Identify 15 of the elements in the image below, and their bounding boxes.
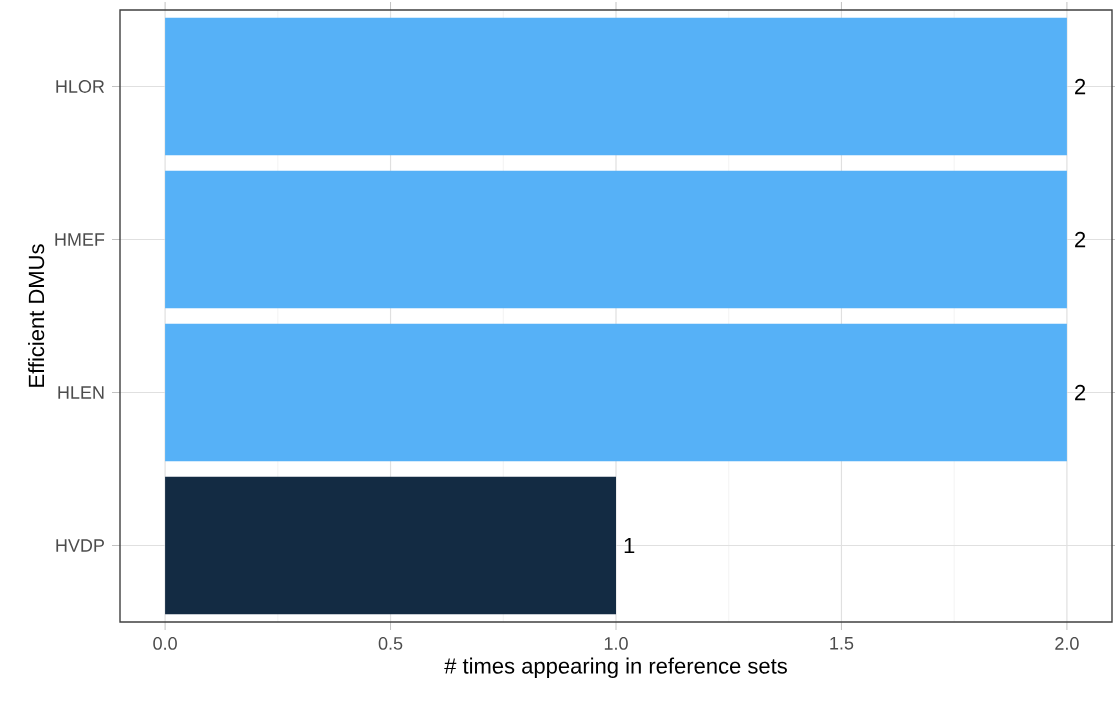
- y-tick-label: HMEF: [55, 233, 105, 246]
- x-tick-label: 1.5: [830, 637, 854, 650]
- x-axis-title: # times appearing in reference sets: [444, 657, 787, 679]
- x-tick-label: 0.0: [153, 637, 177, 650]
- data-label: 2: [1075, 384, 1086, 401]
- y-tick-label: HVDP: [56, 539, 104, 552]
- data-label: 2: [1075, 78, 1086, 95]
- data-label: 2: [1075, 231, 1086, 248]
- y-tick-label: HLOR: [56, 80, 105, 93]
- x-tick-label: 2.0: [1055, 637, 1079, 650]
- x-tick-label: 1.0: [604, 637, 628, 650]
- y-axis-title: Efficient DMUs: [28, 244, 45, 387]
- x-tick-label: 0.5: [378, 637, 403, 650]
- y-tick-label: HLEN: [58, 386, 104, 399]
- data-label: 1: [624, 537, 635, 554]
